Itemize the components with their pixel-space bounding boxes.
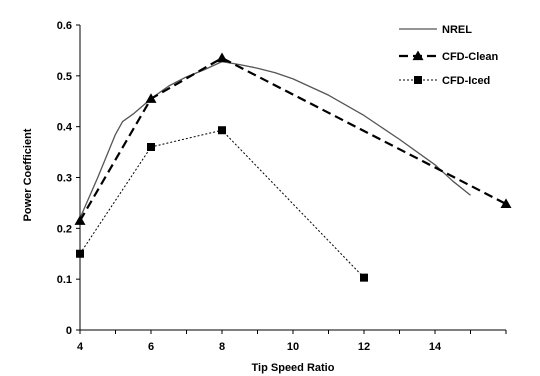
series-nrel [79,60,471,219]
legend-item-cfd-clean: CFD-Clean [399,50,499,63]
series-line-nrel [79,60,471,219]
y-tick-label: 0.1 [57,274,72,286]
series-line-cfd-clean [79,56,507,222]
y-tick-label: 0 [66,325,72,337]
data-point-cfd-clean [74,215,86,225]
x-tick-label: 4 [77,341,84,353]
data-point-cfd-iced [360,273,368,282]
data-point-cfd-iced [218,126,226,135]
legend-marker-cfd-clean [412,50,424,61]
data-point-cfd-clean [500,198,512,209]
x-tick-label: 10 [287,341,299,353]
legend: NREL CFD-Clean CFD-Iced [399,24,499,87]
legend-item-nrel: NREL [399,24,472,36]
legend-item-cfd-iced: CFD-Iced [399,75,490,87]
data-point-cfd-clean [216,52,228,63]
y-tick-label: 0.4 [57,122,73,134]
legend-label-nrel: NREL [442,24,472,36]
series-cfd-iced [76,126,368,282]
series-layer [74,52,512,282]
data-point-cfd-iced [147,143,155,151]
y-tick-label: 0.5 [57,71,72,83]
y-axis-title: Power Coefficient [22,128,34,221]
legend-label-cfd-iced: CFD-Iced [442,75,490,87]
x-tick-label: 14 [429,341,442,353]
series-cfd-clean [74,52,512,225]
axes: 0 0.1 0.2 0.3 0.4 0.5 0.6 4 6 8 10 12 14 [57,20,507,353]
legend-marker-cfd-iced [414,76,422,84]
y-tick-label: 0.3 [57,173,72,185]
data-point-cfd-iced [76,249,84,258]
series-line-cfd-iced [79,129,365,278]
x-tick-label: 6 [148,341,154,353]
y-tick-label: 0.2 [57,223,72,235]
y-tick-label: 0.6 [57,20,72,32]
x-tick-label: 12 [358,341,370,353]
x-axis-title: Tip Speed Ratio [252,362,335,374]
legend-label-cfd-clean: CFD-Clean [442,51,499,63]
data-point-cfd-clean [145,93,157,103]
x-tick-label: 8 [219,341,225,353]
